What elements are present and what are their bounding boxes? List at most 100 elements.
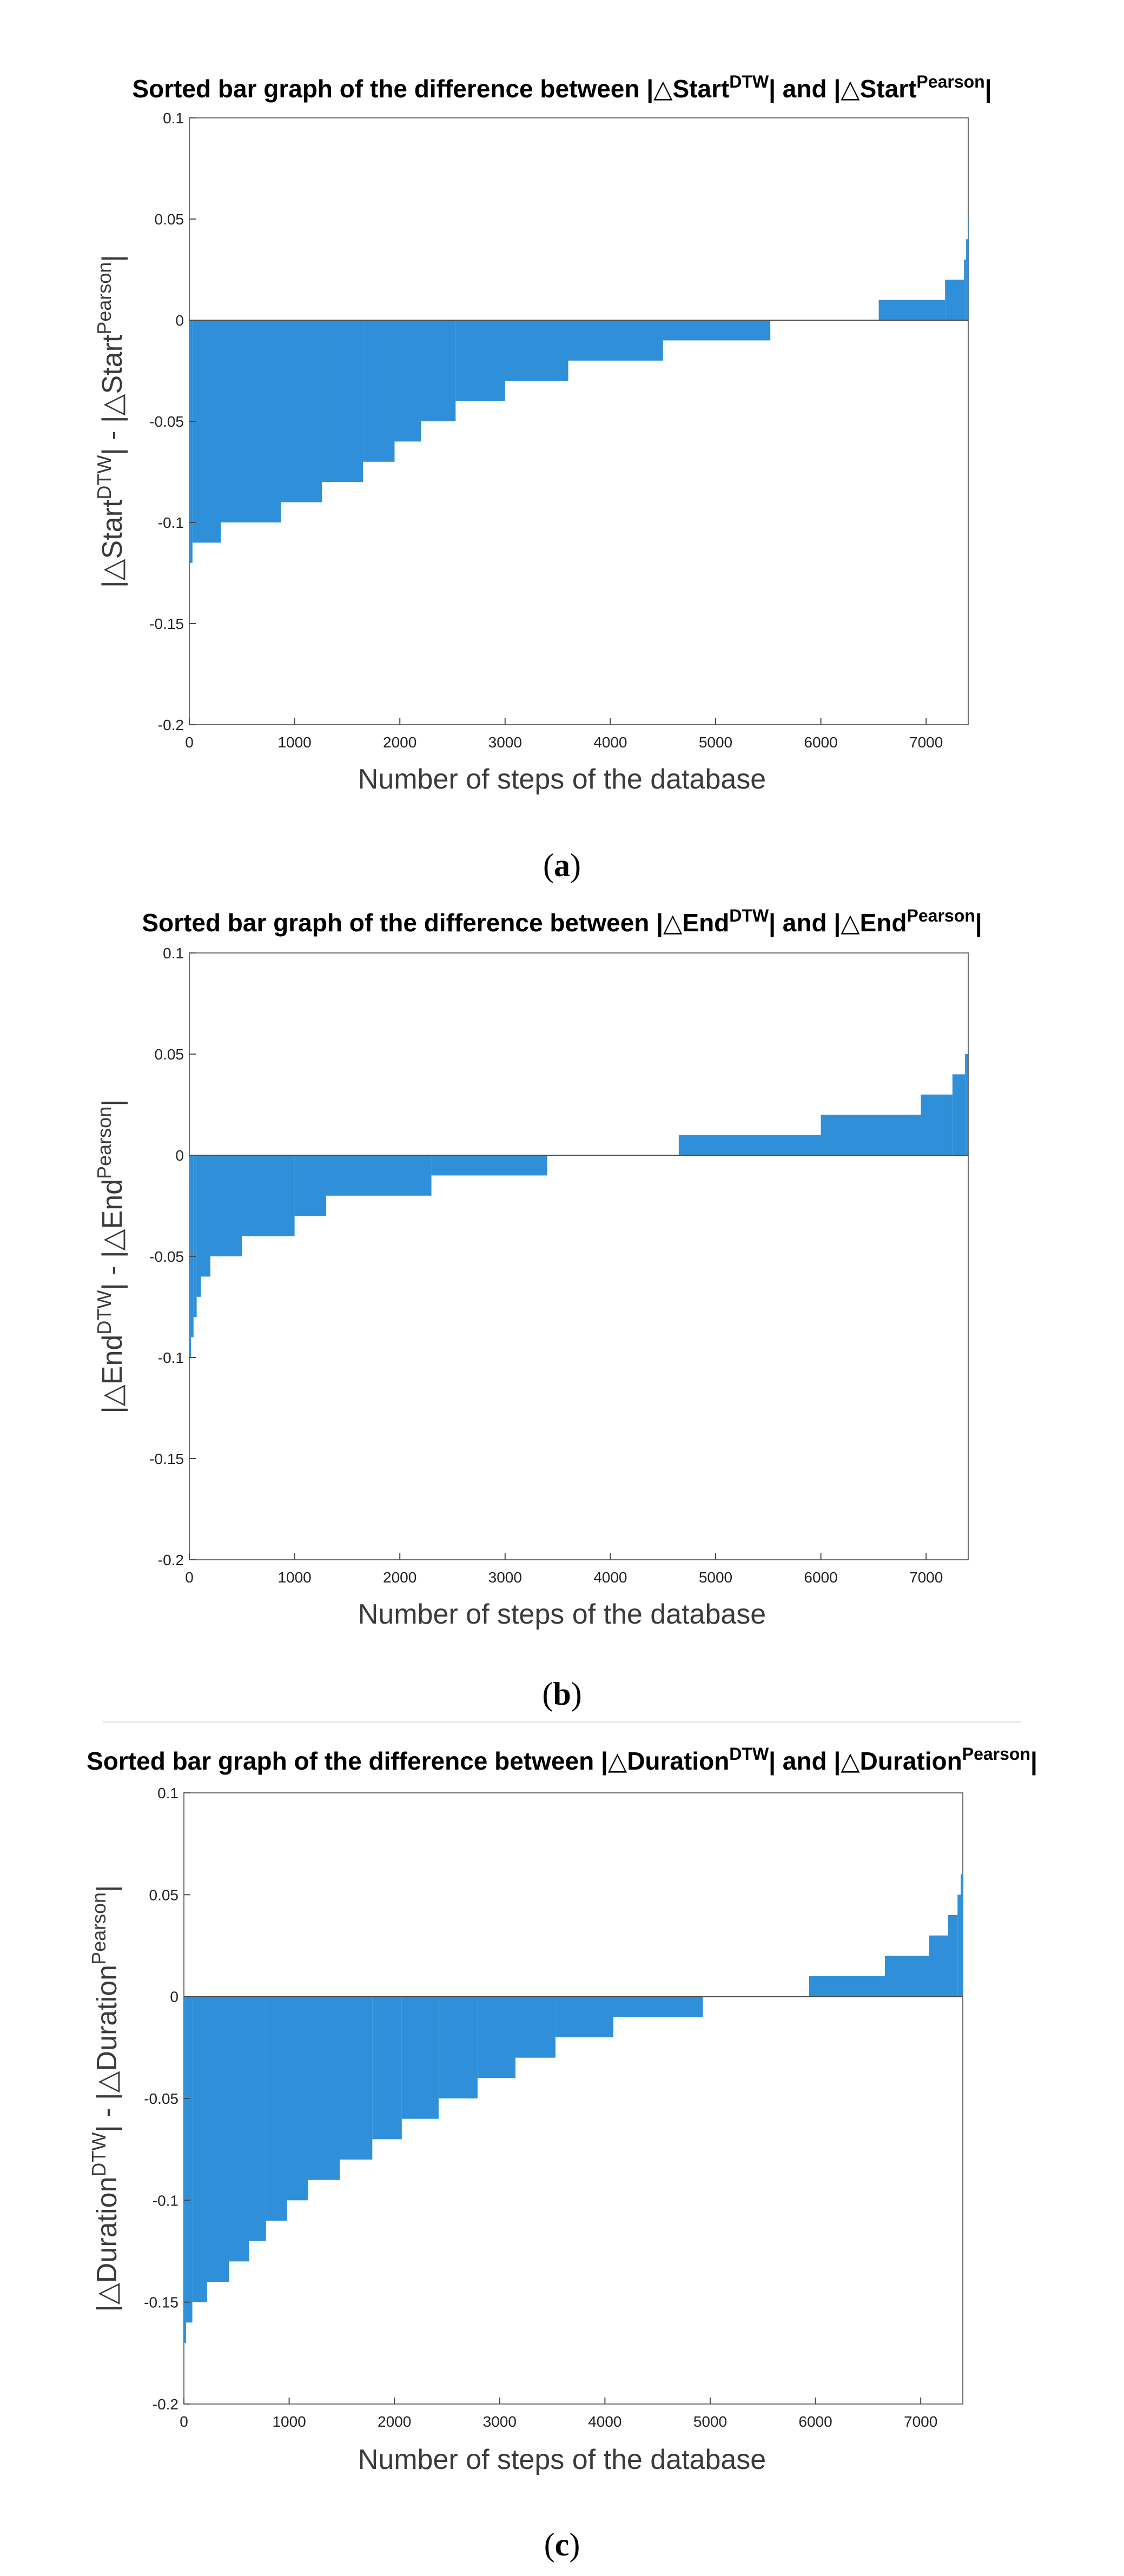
x-tick-label: 7000 bbox=[904, 2413, 937, 2430]
bar-segment bbox=[266, 1996, 287, 2221]
bar-segment bbox=[287, 1996, 308, 2201]
x-tick-label: 6000 bbox=[798, 2413, 832, 2430]
y-tick-label: 0.05 bbox=[155, 211, 184, 228]
bar-segment bbox=[948, 1915, 958, 1997]
y-tick-label: -0.1 bbox=[153, 2192, 178, 2209]
panel-caption-b: (b) bbox=[542, 1676, 581, 1712]
x-axis-label: Number of steps of the database bbox=[358, 2444, 766, 2475]
bar-series bbox=[189, 219, 969, 563]
y-tick-label: 0.1 bbox=[163, 110, 184, 127]
bar-segment bbox=[363, 320, 395, 462]
panel-caption-c: (c) bbox=[544, 2527, 580, 2562]
bar-segment bbox=[186, 1996, 193, 2323]
bar-segment bbox=[372, 1996, 402, 2140]
bar-segment bbox=[421, 320, 456, 421]
bar-segment bbox=[192, 320, 221, 543]
bar-segment bbox=[196, 1155, 201, 1297]
y-tick-label: -0.2 bbox=[158, 1552, 184, 1568]
chart-panel-c: Sorted bar graph of the difference betwe… bbox=[87, 1744, 1037, 2562]
y-tick-label: 0 bbox=[175, 312, 184, 329]
bar-series bbox=[189, 1054, 968, 1357]
panel-caption-a: (a) bbox=[543, 847, 581, 883]
y-axis: 0.1 0.05 0 -0.05 -0.1 -0.15 -0.2 bbox=[149, 110, 196, 733]
bar-segment bbox=[193, 1155, 197, 1317]
x-tick-label: 3000 bbox=[488, 1569, 522, 1586]
plot-area bbox=[189, 952, 969, 1560]
bar-segment bbox=[965, 1054, 968, 1155]
x-axis: 0 1000 2000 3000 4000 5000 6000 7000 bbox=[185, 1553, 943, 1586]
bar-segment bbox=[340, 1996, 373, 2160]
y-tick-label: -0.05 bbox=[144, 2090, 178, 2107]
bar-segment bbox=[438, 1996, 478, 2098]
bar-segment bbox=[555, 1996, 613, 2037]
y-axis-label: |△StartDTW| - |△StartPearson| bbox=[93, 255, 128, 588]
bar-segment bbox=[961, 1874, 963, 1997]
y-axis: 0.1 0.05 0 -0.05 -0.1 -0.15 -0.2 bbox=[149, 945, 196, 1568]
x-tick-label: 4000 bbox=[593, 1569, 627, 1586]
x-tick-label: 0 bbox=[185, 734, 194, 751]
y-tick-label: 0.05 bbox=[155, 1046, 184, 1063]
bar-segment bbox=[394, 320, 421, 442]
x-tick-label: 0 bbox=[185, 1569, 194, 1586]
x-tick-label: 5000 bbox=[699, 734, 732, 751]
y-tick-label: -0.05 bbox=[149, 1248, 184, 1265]
y-tick-label: 0 bbox=[170, 1989, 178, 2005]
bar-segment bbox=[294, 1155, 326, 1216]
bar-segment bbox=[401, 1996, 439, 2119]
bar-segment bbox=[885, 1956, 929, 1997]
bar-series bbox=[184, 1874, 963, 2343]
y-tick-label: -0.2 bbox=[153, 2396, 178, 2413]
bar-segment bbox=[431, 1155, 547, 1176]
bar-segment bbox=[505, 320, 568, 381]
bar-segment bbox=[308, 1996, 340, 2180]
chart-panel-a: Sorted bar graph of the difference betwe… bbox=[93, 72, 992, 883]
bar-segment bbox=[221, 320, 281, 522]
bar-segment bbox=[968, 219, 969, 320]
y-axis-label: |△DurationDTW| - |△DurationPearson| bbox=[88, 1885, 123, 2312]
y-tick-label: -0.1 bbox=[158, 1349, 184, 1366]
x-axis-label: Number of steps of the database bbox=[358, 764, 766, 795]
bar-segment bbox=[322, 320, 363, 482]
x-axis: 0 1000 2000 3000 4000 5000 6000 7000 bbox=[185, 718, 943, 751]
x-tick-label: 4000 bbox=[588, 2413, 621, 2430]
x-tick-label: 0 bbox=[180, 2413, 188, 2430]
y-tick-label: 0.1 bbox=[163, 945, 184, 962]
bar-segment bbox=[281, 320, 322, 502]
y-tick-label: 0 bbox=[175, 1147, 184, 1164]
y-axis: 0.1 0.05 0 -0.05 -0.1 -0.15 -0.2 bbox=[144, 1785, 190, 2413]
x-tick-label: 2000 bbox=[383, 1569, 416, 1586]
bar-segment bbox=[210, 1155, 242, 1256]
y-tick-label: -0.15 bbox=[149, 1451, 184, 1467]
bar-segment bbox=[809, 1976, 885, 1997]
bar-segment bbox=[201, 1155, 210, 1277]
x-tick-label: 6000 bbox=[804, 734, 837, 751]
bar-segment bbox=[192, 1996, 207, 2302]
bar-segment bbox=[964, 259, 967, 320]
x-tick-label: 6000 bbox=[804, 1569, 837, 1586]
bar-segment bbox=[878, 300, 946, 320]
bar-segment bbox=[821, 1115, 921, 1155]
bar-segment bbox=[242, 1155, 295, 1236]
bar-segment bbox=[613, 1996, 703, 2017]
x-axis: 0 1000 2000 3000 4000 5000 6000 7000 bbox=[180, 2398, 937, 2430]
bar-segment bbox=[477, 1996, 515, 2078]
bar-segment bbox=[568, 320, 663, 361]
chart-title: Sorted bar graph of the difference betwe… bbox=[87, 1744, 1037, 1775]
bar-segment bbox=[455, 320, 505, 401]
bar-segment bbox=[952, 1074, 966, 1155]
bar-segment bbox=[957, 1895, 961, 1997]
x-tick-label: 5000 bbox=[693, 2413, 727, 2430]
bar-segment bbox=[229, 1996, 249, 2262]
y-tick-label: -0.15 bbox=[149, 615, 184, 632]
bar-segment bbox=[929, 1935, 948, 1997]
bar-segment bbox=[966, 239, 968, 320]
chart-panel-b: Sorted bar graph of the difference betwe… bbox=[93, 906, 1021, 1723]
y-axis-label: |△EndDTW| - |△EndPearson| bbox=[93, 1099, 128, 1413]
bar-segment bbox=[189, 320, 193, 563]
bar-segment bbox=[945, 280, 964, 320]
x-tick-label: 1000 bbox=[272, 2413, 306, 2430]
x-tick-label: 1000 bbox=[277, 734, 311, 751]
bar-segment bbox=[184, 1996, 186, 2343]
x-tick-label: 5000 bbox=[699, 1569, 732, 1586]
